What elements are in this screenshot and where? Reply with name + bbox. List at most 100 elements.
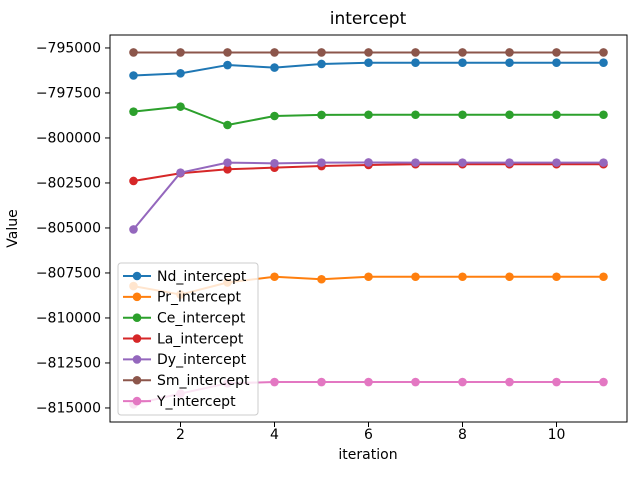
series-Nd_intercept [129,58,608,80]
legend-entry-Dy_intercept: Dy_intercept [123,352,247,368]
Dy_intercept-marker [317,158,326,167]
La_intercept-marker [223,164,232,174]
Sm_intercept-marker [223,48,232,57]
Dy_intercept-legend-marker-icon [132,355,142,364]
Sm_intercept-marker [505,48,514,57]
Y_intercept-legend-label: Y_intercept [156,394,236,410]
Dy_intercept-line [132,161,605,231]
Dy_intercept-marker [458,158,467,167]
legend-entry-Y_intercept: Y_intercept [123,394,236,410]
Sm_intercept-marker [458,48,467,57]
Ce_intercept-marker [176,102,185,111]
Ce_intercept-marker [223,120,232,130]
Y_intercept-legend-marker-icon [132,396,142,406]
Pr_intercept-legend-label: Pr_intercept [157,290,241,306]
plot-area: −795000 −797500 −800000 −802500 −805000 −8075… [36,34,628,443]
y-tick-label: −810000 [36,310,101,326]
Pr_intercept-marker [317,274,326,284]
x-axis-label: iteration [338,447,397,463]
Nd_intercept-marker [411,58,420,68]
Ce_intercept-marker [270,111,279,121]
Sm_intercept-marker [411,48,420,57]
Sm_intercept-marker [176,48,185,57]
legend-entry-Sm_intercept: Sm_intercept [123,373,250,389]
Dy_intercept-marker [129,225,138,234]
Ce_intercept-legend-label: Ce_intercept [157,311,246,327]
Y_intercept-marker [458,377,467,387]
Y_intercept-marker [364,377,373,387]
La_intercept-marker [129,176,138,186]
legend-entry-Ce_intercept: Ce_intercept [123,311,246,327]
Dy_intercept-marker [411,158,420,167]
legend-entry-Pr_intercept: Pr_intercept [123,290,241,306]
Dy_intercept-marker [505,158,514,167]
y-tick-label: −795000 [36,40,101,56]
Ce_intercept-marker [458,110,467,120]
Sm_intercept-legend-label: Sm_intercept [157,373,250,389]
Sm_intercept-marker [317,48,326,57]
Ce_intercept-marker [364,110,373,120]
y-tick-label: −802500 [36,175,101,191]
Pr_intercept-marker [270,272,279,282]
Y_intercept-marker [270,377,279,387]
x-tick-label: 8 [458,427,467,443]
Dy_intercept-legend-label: Dy_intercept [157,352,247,368]
La_intercept-legend-marker-icon [132,334,142,343]
Pr_intercept-marker [505,272,514,282]
Nd_intercept-marker [270,63,279,72]
legend-entry-Nd_intercept: Nd_intercept [123,269,247,285]
series-Ce_intercept [129,102,608,130]
Y_intercept-marker [552,377,561,387]
Nd_intercept-marker [505,58,514,68]
Nd_intercept-marker [317,59,326,69]
Sm_intercept-marker [599,48,608,57]
Nd_intercept-marker [223,60,232,70]
y-tick-label: −815000 [36,400,101,416]
Dy_intercept-marker [552,158,561,167]
Ce_intercept-marker [599,110,608,120]
chart-title: intercept [330,9,407,29]
Ce_intercept-marker [317,110,326,120]
Dy_intercept-marker [270,159,279,168]
Ce_intercept-marker [129,107,138,116]
Nd_intercept-marker [552,58,561,68]
Pr_intercept-marker [411,272,420,282]
Ce_intercept-marker [552,110,561,120]
y-tick-label: −800000 [36,130,101,146]
Dy_intercept-marker [364,158,373,167]
Sm_intercept-marker [270,48,279,57]
series-Sm_intercept [129,48,608,57]
Sm_intercept-legend-marker-icon [132,375,142,385]
y-tick-label: −797500 [36,85,101,101]
Nd_intercept-marker [599,58,608,68]
x-tick-label: 10 [548,427,566,443]
Nd_intercept-marker [458,58,467,68]
y-tick-label: −805000 [36,220,101,236]
Dy_intercept-marker [223,158,232,167]
x-tick-label: 4 [270,427,279,443]
Sm_intercept-marker [552,48,561,57]
Y_intercept-marker [411,377,420,387]
Dy_intercept-marker [599,158,608,167]
Pr_intercept-marker [364,272,373,282]
Pr_intercept-marker [458,272,467,282]
x-tick-label: 2 [176,427,185,443]
Pr_intercept-marker [599,272,608,282]
y-tick-label: −812500 [36,355,101,371]
legend-frame [117,262,259,416]
Nd_intercept-marker [129,71,138,80]
Ce_intercept-marker [411,110,420,120]
Nd_intercept-legend-marker-icon [132,271,142,281]
Pr_intercept-legend-marker-icon [132,292,142,302]
Y_intercept-marker [317,377,326,387]
Nd_intercept-legend-label: Nd_intercept [157,269,247,285]
Y_intercept-marker [599,377,608,387]
y-tick-label: −807500 [36,265,101,281]
Nd_intercept-marker [364,58,373,68]
series-Dy_intercept [129,158,608,234]
La_intercept-legend-label: La_intercept [157,331,244,347]
Sm_intercept-marker [364,48,373,57]
Y_intercept-marker [505,377,514,387]
